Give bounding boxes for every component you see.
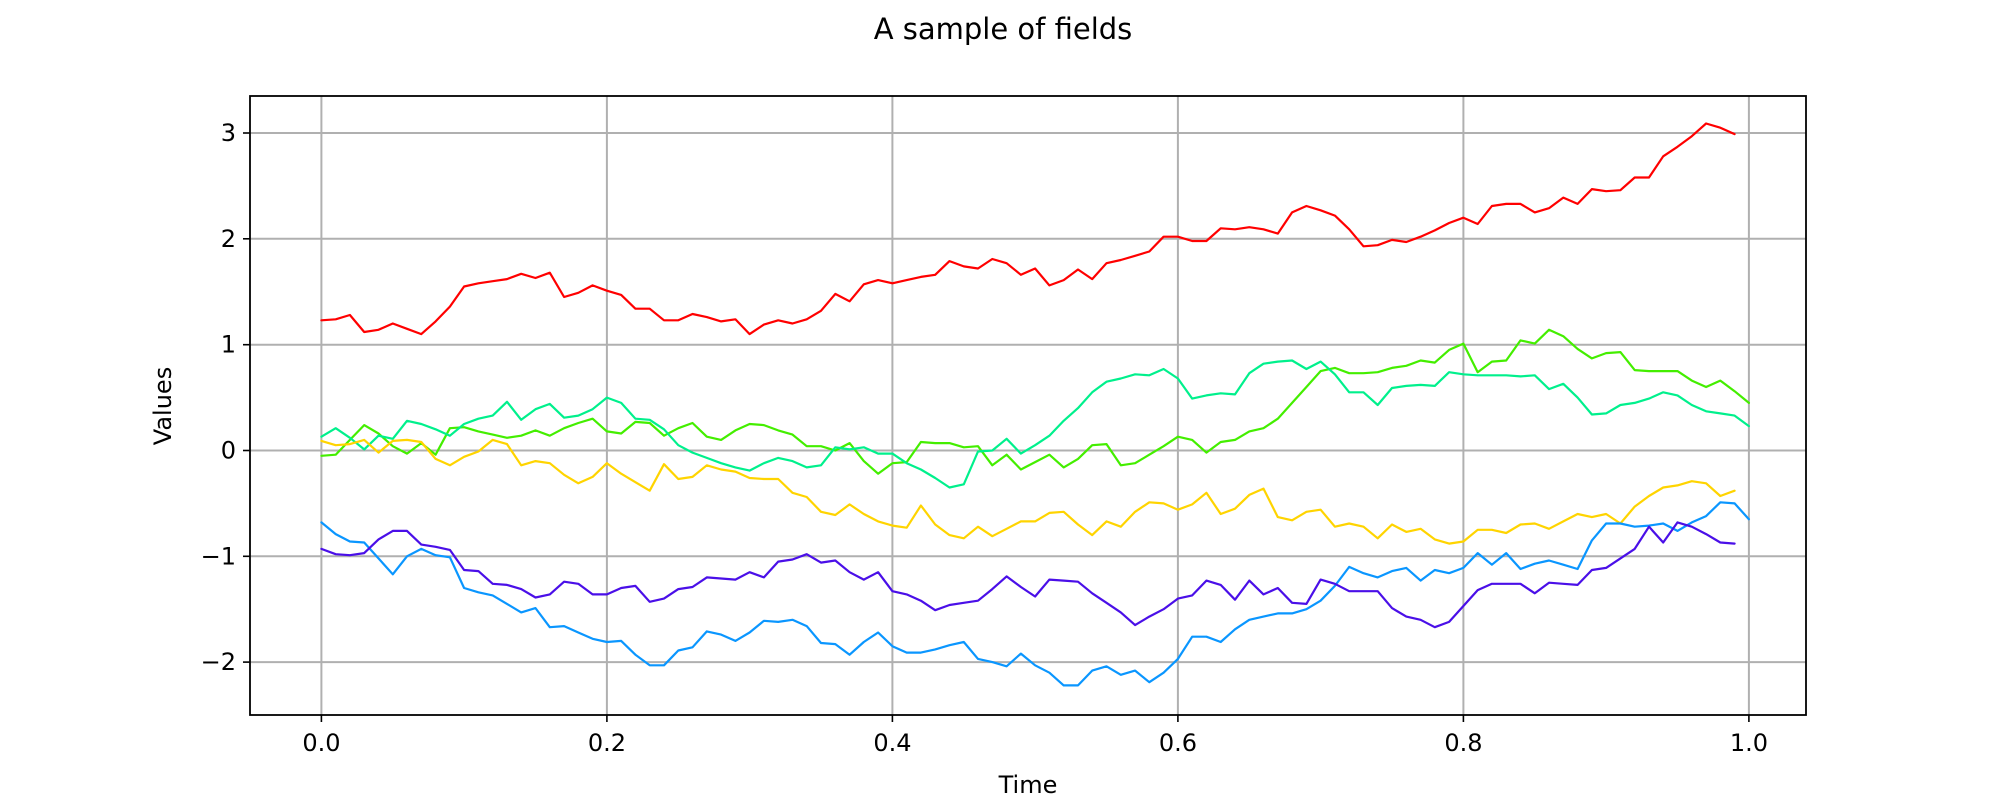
series-line-1	[321, 124, 1734, 335]
series-line-3	[321, 361, 1749, 488]
plot-frame	[250, 96, 1806, 715]
x-axis-title: Time	[998, 771, 1058, 799]
y-tick-label: 3	[221, 119, 236, 147]
x-tick-label: 0.8	[1444, 729, 1482, 757]
y-tick-label: 0	[221, 437, 236, 465]
x-tick-label: 1.0	[1730, 729, 1768, 757]
chart-title: A sample of fields	[874, 12, 1133, 46]
x-axis-ticks: 0.0 0.2 0.4 0.6 0.8 1.0	[302, 715, 1768, 757]
y-tick-label: 2	[221, 225, 236, 253]
x-tick-label: 0.2	[588, 729, 626, 757]
y-axis-ticks: −2 −1 0 1 2 3	[201, 119, 250, 676]
series-line-2	[321, 330, 1749, 474]
x-tick-label: 0.0	[302, 729, 340, 757]
series-line-4	[321, 440, 1734, 544]
y-tick-label: −1	[201, 542, 236, 570]
y-tick-label: 1	[221, 331, 236, 359]
y-axis-title: Values	[149, 367, 177, 445]
x-tick-label: 0.6	[1159, 729, 1197, 757]
y-tick-label: −2	[201, 648, 236, 676]
grid-lines	[250, 96, 1806, 715]
series-line-6	[321, 522, 1734, 627]
x-tick-label: 0.4	[873, 729, 911, 757]
series-lines	[321, 124, 1749, 686]
